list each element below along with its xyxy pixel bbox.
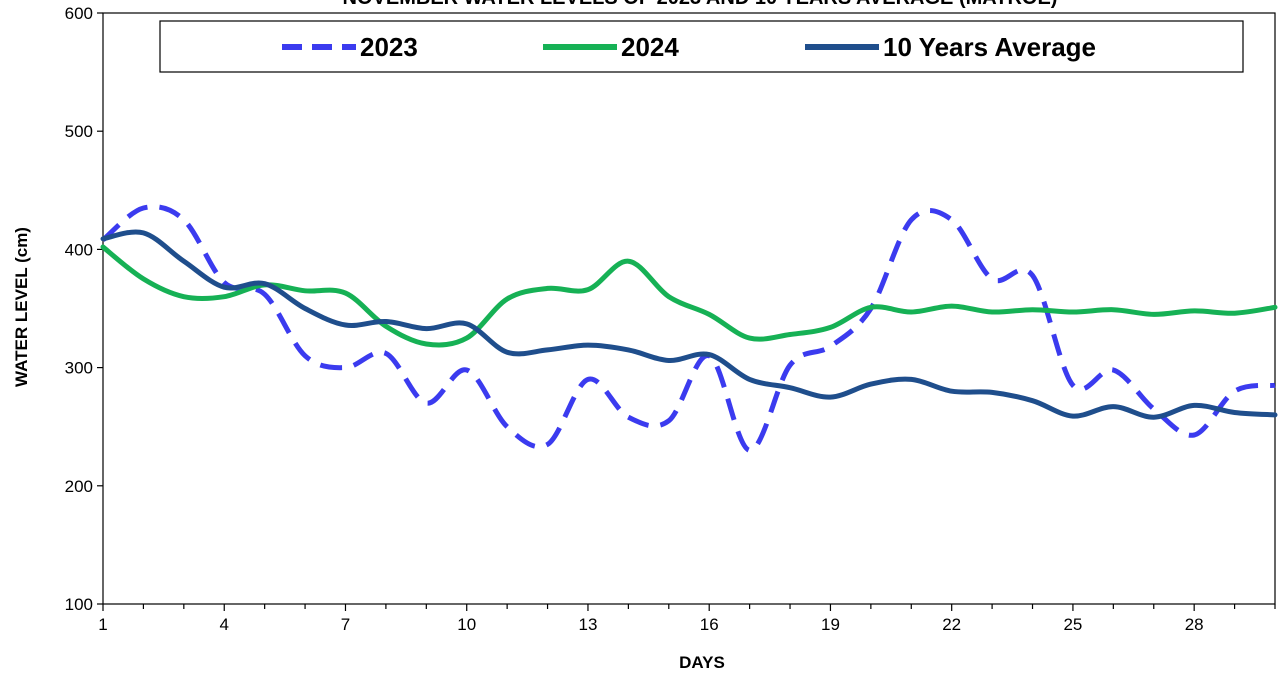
x-tick-label: 7 [341,615,350,634]
x-axis-title: DAYS [679,653,725,672]
x-tick-label: 28 [1185,615,1204,634]
series-group [100,204,1278,453]
y-tick-label: 100 [65,595,93,614]
legend-label-2024: 2024 [621,32,679,62]
series-line-2023 [101,204,1276,453]
y-tick-label: 400 [65,240,93,259]
chart-title: NOVEMBER WATER LEVELS OF 2023 AND 10 YEA… [343,0,1058,9]
series-line-10-years-average [100,229,1278,420]
legend: 2023 2024 10 Years Average [159,20,1244,73]
y-axis-title: WATER LEVEL (cm) [12,227,31,387]
x-tick-label: 16 [700,615,719,634]
legend-box [159,20,1244,73]
y-axis: 100 200 300 400 500 600 [65,4,103,614]
series-line-2024 [100,244,1278,348]
legend-label-2023: 2023 [360,32,418,62]
x-tick-label: 1 [98,615,107,634]
x-tick-label: 25 [1063,615,1082,634]
y-tick-label: 300 [65,359,93,378]
x-tick-label: 22 [942,615,961,634]
x-tick-label: 19 [821,615,840,634]
y-tick-label: 200 [65,477,93,496]
y-tick-label: 600 [65,4,93,23]
x-tick-label: 10 [457,615,476,634]
x-tick-label: 4 [220,615,229,634]
y-tick-label: 500 [65,122,93,141]
x-tick-label: 13 [579,615,598,634]
x-axis: 1 4 7 10 13 16 19 22 25 28 [98,604,1276,634]
legend-label-10-years-average: 10 Years Average [883,32,1096,62]
